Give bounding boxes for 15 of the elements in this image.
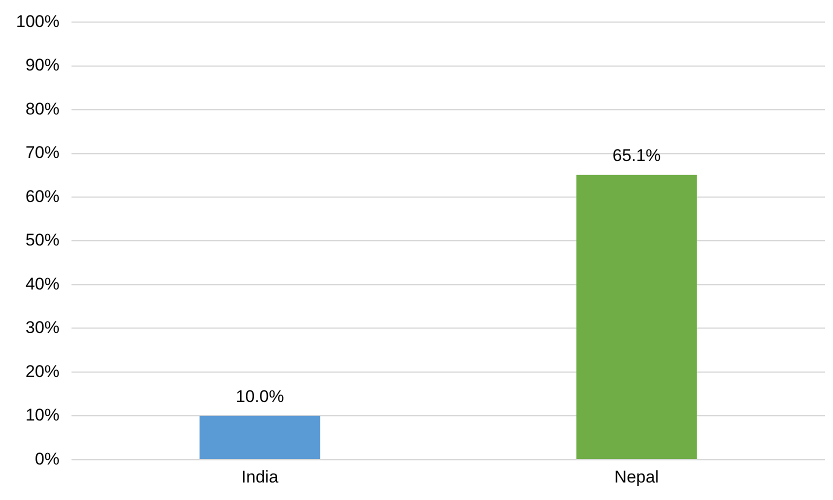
y-tick-label: 80% [25, 99, 60, 118]
y-tick-label: 50% [25, 230, 60, 250]
y-tick-label: 20% [25, 362, 60, 381]
y-tick-label: 70% [25, 143, 60, 162]
y-tick-label: 40% [25, 274, 60, 294]
x-tick-label: India [241, 467, 279, 486]
y-tick-label: 60% [25, 186, 60, 206]
y-tick-label: 0% [34, 449, 60, 468]
y-tick-label: 90% [25, 56, 60, 75]
y-tick-label: 30% [25, 318, 60, 338]
y-tick-label: 100% [16, 12, 60, 31]
y-tick-label: 10% [25, 406, 60, 425]
data-label: 65.1% [612, 146, 661, 166]
x-tick-label: Nepal [614, 467, 659, 486]
data-label: 10.0% [236, 387, 284, 406]
